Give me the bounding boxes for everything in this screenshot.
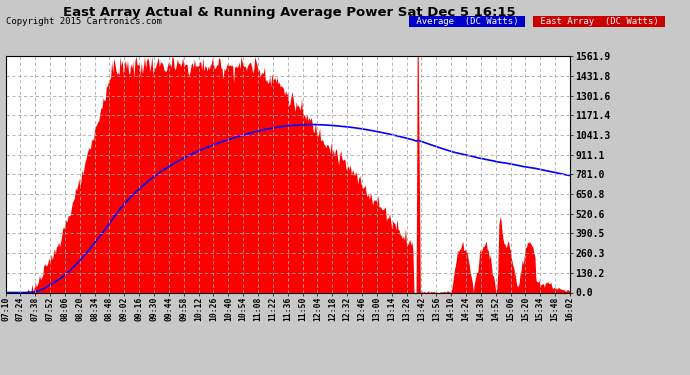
Text: East Array Actual & Running Average Power Sat Dec 5 16:15: East Array Actual & Running Average Powe… [63,6,516,19]
Text: Copyright 2015 Cartronics.com: Copyright 2015 Cartronics.com [6,17,161,26]
Text: East Array  (DC Watts): East Array (DC Watts) [535,17,664,26]
Text: Average  (DC Watts): Average (DC Watts) [411,17,524,26]
